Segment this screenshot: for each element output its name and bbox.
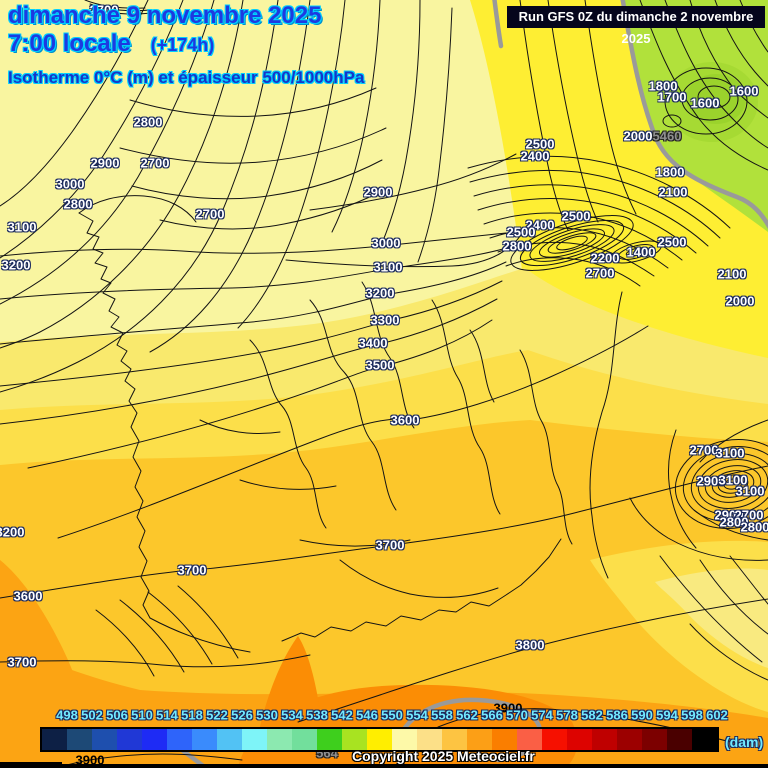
date-title: dimanche 9 novembre 2025	[8, 2, 322, 29]
contour-label-1600: 1600	[690, 95, 720, 111]
legend-unit-label: (dam)	[725, 734, 764, 750]
contour-label-1600: 1600	[729, 83, 759, 99]
contour-label-3100: 3100	[718, 472, 748, 488]
model-run-banner: Run GFS 0Z du dimanche 2 novembre 2025	[507, 6, 765, 46]
legend-cell-22	[592, 729, 617, 750]
contour-label-3200: 3200	[0, 524, 25, 540]
legend-cell-9	[267, 729, 292, 750]
contour-label-2700: 2700	[89, 2, 119, 18]
contour-label-2700: 2700	[140, 155, 170, 171]
contour-label-3900: 3900	[493, 700, 523, 716]
contour-label-2000: 2000	[725, 293, 755, 309]
legend-cell-6	[192, 729, 217, 750]
local-time-title: 7:00 locale	[8, 30, 131, 57]
legend-cell-24	[642, 729, 667, 750]
contour-label-1400: 1400	[626, 244, 656, 260]
forecast-offset: (+174h)	[150, 35, 215, 55]
contour-label-1800: 1800	[655, 164, 685, 180]
contour-label-2900: 2900	[90, 155, 120, 171]
contour-label-3100: 3100	[715, 445, 745, 461]
legend-cell-1	[67, 729, 92, 750]
contour-label-2500: 2500	[506, 224, 536, 240]
contour-label-2900: 2900	[696, 473, 726, 489]
contour-label-2200: 2200	[590, 250, 620, 266]
contour-label-2100: 2100	[658, 184, 688, 200]
contour-label-3200: 3200	[1, 257, 31, 273]
legend-cell-23	[617, 729, 642, 750]
contour-label-3000: 3000	[55, 176, 85, 192]
contour-label-3400: 3400	[358, 335, 388, 351]
contour-label-3000: 3000	[371, 235, 401, 251]
legend-cell-17	[467, 729, 492, 750]
contour-label-2800: 2800	[502, 238, 532, 254]
legend-cell-21	[567, 729, 592, 750]
contour-label-3700: 3700	[177, 562, 207, 578]
contour-label-1800: 1800	[648, 78, 678, 94]
contour-label-2900: 2900	[363, 184, 393, 200]
contour-label-3100: 3100	[373, 259, 403, 275]
map-subtitle: Isotherme 0°C (m) et épaisseur 500/1000h…	[8, 68, 365, 87]
contour-label-2800: 2800	[719, 514, 749, 530]
legend-cell-0	[42, 729, 67, 750]
contour-label-3900: 3900	[75, 752, 105, 768]
contour-label-2800: 2800	[740, 519, 768, 535]
contour-label-3100: 3100	[735, 483, 765, 499]
contour-label-2700: 2700	[734, 507, 764, 523]
contour-label-2900: 2900	[714, 507, 744, 523]
legend-cell-10	[292, 729, 317, 750]
contour-label-2500: 2500	[561, 208, 591, 224]
contour-label-3100: 3100	[7, 219, 37, 235]
legend-cell-26	[692, 729, 717, 750]
band-amber	[0, 420, 768, 768]
legend-color-scale	[40, 727, 719, 752]
legend-cell-5	[167, 729, 192, 750]
legend-cell-25	[667, 729, 692, 750]
contour-label-2400: 2400	[525, 217, 555, 233]
legend-cell-16	[442, 729, 467, 750]
contour-label-2500: 2500	[525, 136, 555, 152]
contour-label-3600: 3600	[390, 412, 420, 428]
contour-label-2500: 2500	[657, 234, 687, 250]
legend-cell-4	[142, 729, 167, 750]
legend-cell-14	[392, 729, 417, 750]
legend-cell-13	[367, 729, 392, 750]
bottom-edge-bar	[0, 764, 768, 768]
legend-cell-12	[342, 729, 367, 750]
contour-label-3200: 3200	[365, 285, 395, 301]
legend-cell-7	[217, 729, 242, 750]
contour-label-2100: 2100	[717, 266, 747, 282]
legend-cell-15	[417, 729, 442, 750]
contour-label-5460: 5460	[652, 128, 682, 144]
legend-cell-19	[517, 729, 542, 750]
copyright-text: Copyright 2025 Meteociel.fr	[352, 748, 535, 764]
contour-label-2700: 2700	[689, 442, 719, 458]
contour-label-3600: 3600	[13, 588, 43, 604]
band-green-core	[686, 74, 746, 124]
contour-label-2000: 2000	[623, 128, 653, 144]
contour-label-2800: 2800	[133, 114, 163, 130]
contour-label-2400: 2400	[520, 148, 550, 164]
legend-cell-8	[242, 729, 267, 750]
legend-cell-11	[317, 729, 342, 750]
contour-label-3500: 3500	[365, 357, 395, 373]
title-block: dimanche 9 novembre 2025 7:00 locale (+1…	[8, 2, 364, 88]
contour-label-2800: 2800	[63, 196, 93, 212]
contour-label-3700: 3700	[375, 537, 405, 553]
contour-label-3300: 3300	[370, 312, 400, 328]
contour-label-3700: 3700	[7, 654, 37, 670]
legend-cell-20	[542, 729, 567, 750]
contour-label-2700: 2700	[585, 265, 615, 281]
contour-label-2700: 2700	[195, 206, 225, 222]
contour-label-3800: 3800	[515, 637, 545, 653]
contour-label-1700: 1700	[657, 89, 687, 105]
legend-cell-2	[92, 729, 117, 750]
legend-cell-18	[492, 729, 517, 750]
band-orange-left	[0, 560, 100, 768]
legend-cell-3	[117, 729, 142, 750]
